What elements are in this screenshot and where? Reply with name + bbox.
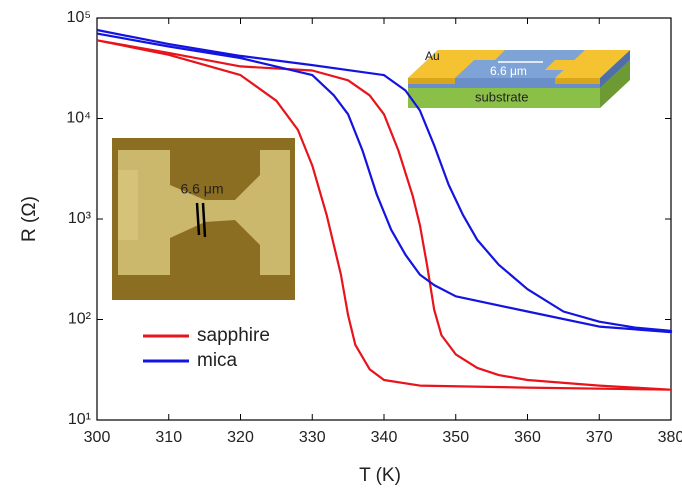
y-tick-label: 10¹: [68, 411, 91, 428]
y-tick-label: 10²: [68, 311, 92, 328]
annotation: 6.6 μm: [490, 64, 527, 78]
legend-label: sapphire: [197, 325, 270, 346]
x-tick-label: 310: [155, 429, 182, 446]
x-tick-label: 320: [227, 429, 254, 446]
y-tick-label: 10⁵: [67, 9, 91, 26]
legend-label: mica: [197, 350, 238, 371]
y-axis-label: R (Ω): [19, 196, 40, 242]
x-axis-label: T (K): [359, 465, 401, 486]
schematic-inset: Au VO₂ 6.6 μm substrate: [408, 37, 630, 108]
chart: 6.6 μm Au VO₂ 6.6 μm substrate T (K) R (…: [0, 0, 682, 493]
x-tick-label: 380: [658, 429, 682, 446]
x-tick-label: 330: [299, 429, 326, 446]
x-tick-label: 340: [371, 429, 398, 446]
annotation: VO₂: [507, 37, 529, 51]
x-tick-label: 370: [586, 429, 613, 446]
annotation: substrate: [475, 89, 528, 104]
annotation: 6.6 μm: [180, 181, 223, 197]
x-tick-label: 350: [442, 429, 469, 446]
y-tick-label: 10³: [68, 210, 92, 227]
photo-inset: 6.6 μm: [112, 138, 295, 300]
annotation: Au: [425, 49, 440, 63]
y-tick-label: 10⁴: [66, 110, 91, 127]
x-tick-label: 360: [514, 429, 541, 446]
x-tick-label: 300: [84, 429, 111, 446]
